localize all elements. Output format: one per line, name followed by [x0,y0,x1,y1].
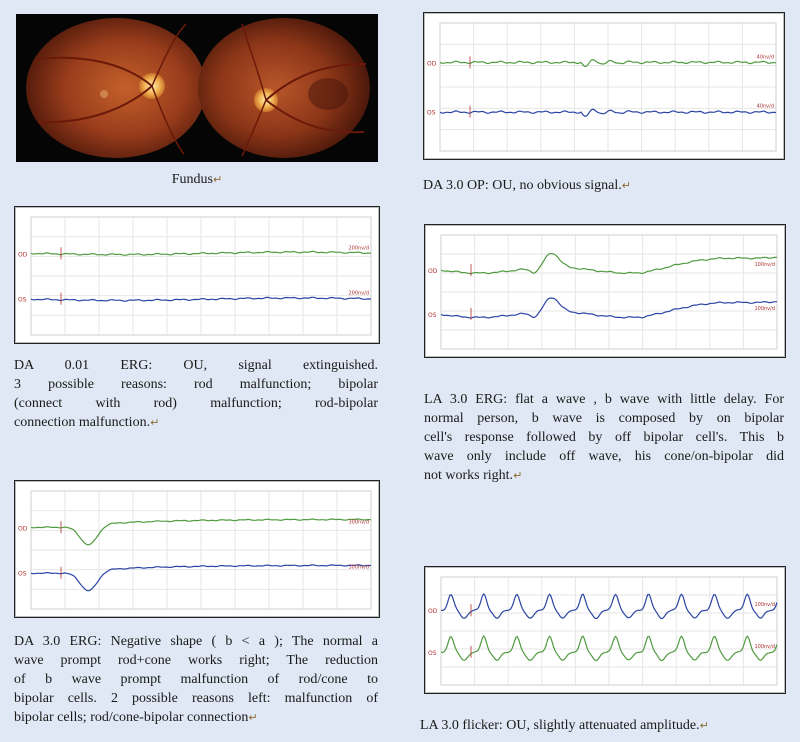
trace-od: OD 200nv/d [18,245,372,260]
waveform-line [30,518,372,546]
grid [439,22,777,152]
caption-line: 3 possible reasons: rod malfunction; bip… [14,377,378,392]
eye-label: OS [428,312,437,319]
panel-op: OD 40nv/d OS 40nv/d [423,12,785,160]
caption-line: wave only include off wave, his cone/on-… [424,449,784,464]
grid [30,216,372,336]
grid [440,576,778,686]
flicker-waveform-chart: OD 100nv/d OS 100nv/d [428,576,778,686]
la30-waveform-chart: OD 100nv/d OS 100nv/d [428,234,778,350]
waveform-line [440,297,777,319]
waveform-line [30,564,372,592]
fundus-caption: Fundus↵ [16,170,378,189]
caption-line: (connect with rod) malfunction; rod-bipo… [14,396,378,411]
caption-line: DA 3.0 OP: OU, no obvious signal.↵ [423,178,631,193]
scale-label: 300nv/d [348,565,369,571]
eye-label: OS [428,650,437,657]
waveform-line [439,58,777,67]
panel-la30: OD 100nv/d OS 100nv/d [424,224,786,358]
caption-line: of b wave prompt malfunction of rod/cone… [14,672,378,687]
caption-op: DA 3.0 OP: OU, no obvious signal.↵ [423,176,783,195]
panel-da001: OD 200nv/d OS 200nv/d [14,206,380,344]
scale-label: 200nv/d [348,291,369,297]
op-waveform-chart: OD 40nv/d OS 40nv/d [427,22,777,152]
waveform-line [440,634,778,662]
caption-line: DA 0.01 ERG: OU, signal extinguished. [14,358,378,373]
caption-line: bipolar cells; rod/cone-bipolar connecti… [14,710,258,725]
eye-label: OS [427,110,436,117]
scale-label: 100nv/d [754,602,775,608]
fundus-caption-text: Fundus [171,172,213,187]
trace-od: OD 100nv/d [428,593,778,620]
scale-label: 100nv/d [754,306,775,312]
trace-os: OS 100nv/d [428,634,778,662]
paragraph-mark-icon: ↵ [513,469,523,482]
paragraph-mark-icon: ↵ [150,416,160,429]
paragraph-mark-icon: ↵ [248,711,258,724]
da001-waveform-chart: OD 200nv/d OS 200nv/d [18,216,372,336]
eye-label: OS [18,297,27,304]
caption-line: LA 3.0 flicker: OU, slightly attenuated … [420,718,709,733]
trace-os: OS 300nv/d [18,564,372,592]
waveform-line [30,296,372,302]
caption-da30: DA 3.0 ERG: Negative shape ( b < a ); Th… [14,632,378,727]
fundus-photos [16,14,378,162]
eye-label: OD [428,608,438,615]
waveform-line [439,108,777,117]
trace-od: OD 40nv/d [427,54,777,69]
caption-line: cell's response followed by off bipolar … [424,430,784,445]
scale-label: 100nv/d [754,262,775,268]
caption-line: not works right.↵ [424,468,523,483]
scale-label: 300nv/d [348,519,369,525]
panel-flicker: OD 100nv/d OS 100nv/d [424,566,786,694]
grid [30,490,372,610]
fundus-right-eye [26,18,206,158]
trace-os: OS 100nv/d [428,297,777,320]
paragraph-mark-icon: ↵ [621,179,631,192]
waveform-line [440,593,778,620]
trace-od: OD 300nv/d [18,518,372,546]
panel-da30: OD 300nv/d OS 300nv/d [14,480,380,618]
eye-label: OD [427,60,437,67]
eye-label: OS [18,571,27,578]
scale-label: 200nv/d [348,245,369,251]
paragraph-mark-icon: ↵ [213,173,223,186]
waveform-line [440,252,777,275]
eye-label: OD [428,268,438,275]
caption-da001: DA 0.01 ERG: OU, signal extinguished. 3 p… [14,356,378,432]
da30-waveform-chart: OD 300nv/d OS 300nv/d [18,490,372,610]
scale-label: 40nv/d [757,104,774,110]
scale-label: 100nv/d [754,644,775,650]
trace-os: OS 200nv/d [18,291,372,305]
caption-line: bipolar cells. 2 possible reasons left: … [14,691,378,706]
caption-line: normal person, b wave is composed by on … [424,411,784,426]
caption-line: LA 3.0 ERG: flat a wave , b wave with li… [424,392,784,407]
caption-line: wave prompt rod+cone works right; The re… [14,653,378,668]
waveform-line [30,250,372,256]
caption-line: connection malfunction.↵ [14,415,160,430]
scale-label: 40nv/d [757,54,774,60]
caption-line: DA 3.0 ERG: Negative shape ( b < a ); Th… [14,634,378,649]
grid [440,234,778,350]
eye-label: OD [18,525,28,532]
caption-la30: LA 3.0 ERG: flat a wave , b wave with li… [424,390,784,485]
eye-label: OD [18,251,28,258]
trace-od: OD 100nv/d [428,252,777,277]
trace-os: OS 40nv/d [427,104,777,118]
caption-flicker: LA 3.0 flicker: OU, slightly attenuated … [420,716,784,735]
fundus-left-eye [198,18,370,158]
fundus-image [26,18,370,158]
paragraph-mark-icon: ↵ [699,719,709,732]
